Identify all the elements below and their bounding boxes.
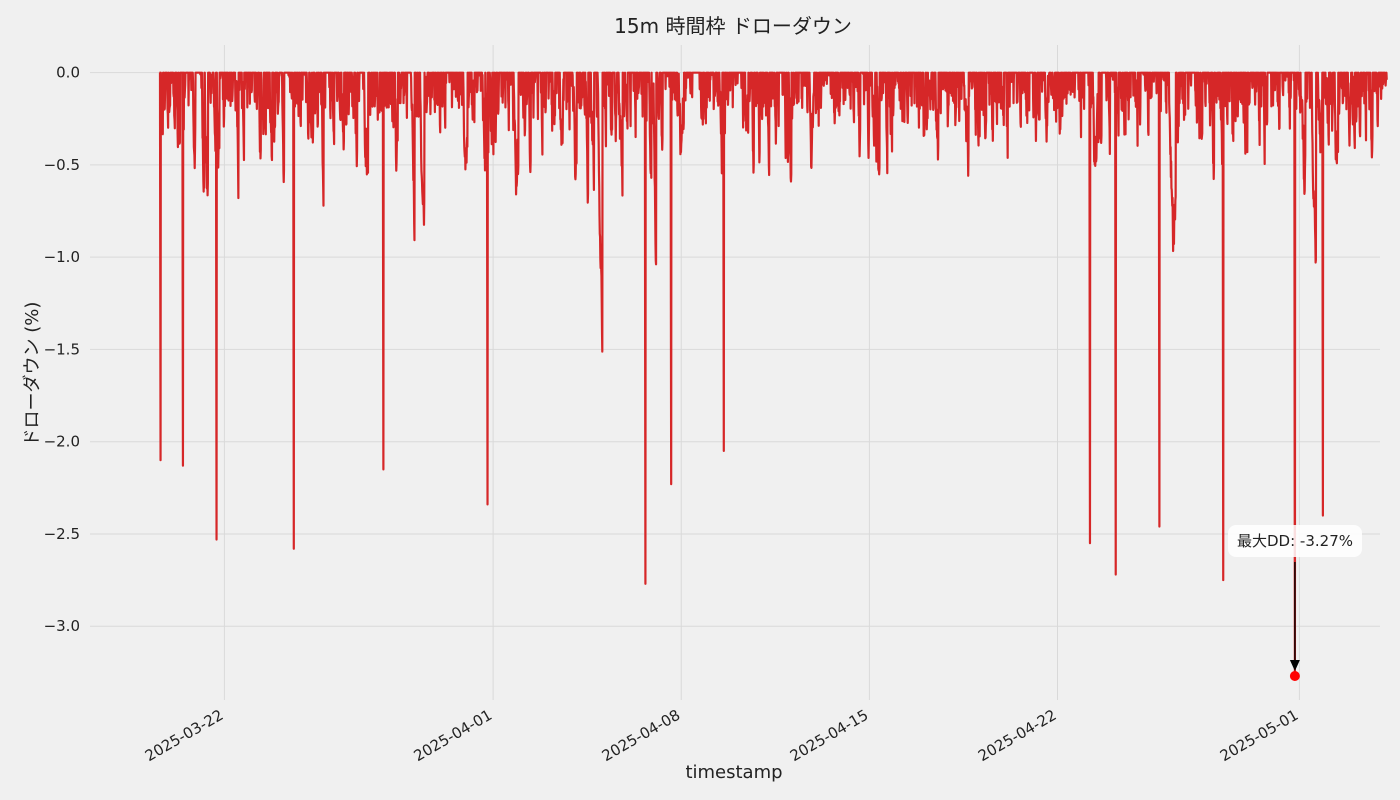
y-tick-label: −2.0 bbox=[44, 433, 80, 451]
annotation-box bbox=[1228, 525, 1362, 557]
x-tick-label: 2025-04-08 bbox=[599, 706, 684, 765]
x-axis-title: timestamp bbox=[685, 762, 782, 783]
chart-title: 15m 時間枠 ドローダウン bbox=[614, 14, 852, 38]
x-tick-label: 2025-04-22 bbox=[975, 706, 1060, 765]
series-layer bbox=[158, 71, 1388, 678]
max-drawdown-annotation: 最大DD: -3.27% bbox=[1237, 532, 1353, 550]
y-tick-label: −3.0 bbox=[44, 617, 80, 635]
x-tick-label: 2025-04-01 bbox=[411, 706, 496, 765]
marker-layer: 最大DD: -3.27% bbox=[1228, 525, 1362, 682]
max-drawdown-marker bbox=[1289, 671, 1300, 682]
y-axis-title: ドローダウン (%) bbox=[22, 302, 43, 447]
drawdown-series-line bbox=[158, 71, 1388, 678]
y-tick-label: −2.5 bbox=[44, 525, 80, 543]
annotation-arrow-head bbox=[1289, 660, 1300, 672]
y-tick-label: −0.5 bbox=[44, 156, 80, 174]
y-tick-label: −1.5 bbox=[44, 340, 80, 358]
x-tick-label: 2025-04-15 bbox=[787, 706, 872, 765]
x-tick-label: 2025-05-01 bbox=[1217, 706, 1302, 765]
y-tick-label: 0.0 bbox=[56, 64, 80, 82]
y-tick-label: −1.0 bbox=[44, 248, 80, 266]
x-tick-label: 2025-03-22 bbox=[142, 706, 227, 765]
